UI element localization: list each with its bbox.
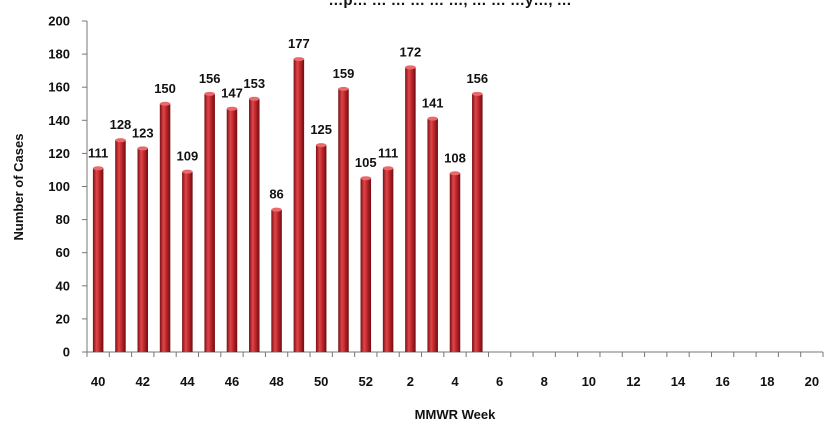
y-tick-label: 100 [48, 179, 70, 194]
bar-cap [159, 101, 171, 106]
data-label: 111 [378, 145, 398, 160]
bar [293, 59, 305, 352]
data-label: 156 [199, 71, 221, 86]
bar [92, 168, 104, 352]
bar [405, 67, 416, 352]
bar-cap [137, 146, 149, 151]
y-tick-label: 180 [48, 47, 70, 62]
bar-cap [226, 106, 238, 111]
y-tick-label: 40 [56, 278, 70, 293]
y-tick-label: 200 [48, 14, 70, 29]
y-tick-label: 0 [63, 345, 70, 360]
data-label: 86 [269, 187, 283, 202]
data-label: 125 [310, 122, 332, 137]
bar [449, 173, 461, 352]
data-label: 123 [132, 125, 154, 140]
bar-cap [249, 96, 260, 101]
x-tick-label: 42 [136, 374, 150, 389]
x-tick-label: 46 [225, 374, 239, 389]
x-tick-label: 12 [626, 374, 640, 389]
x-axis-title: MMWR Week [415, 407, 496, 422]
bar [360, 178, 372, 352]
bar-cap [449, 171, 461, 176]
bar-cap [382, 166, 394, 171]
bar-cap [115, 138, 126, 143]
data-label: 150 [154, 81, 176, 96]
y-tick-label: 80 [56, 212, 70, 227]
chart-title: …p… … … … … …, … … …y…, … [328, 0, 571, 9]
data-label: 172 [400, 44, 422, 59]
data-label: 111 [88, 145, 108, 160]
bar [182, 171, 193, 352]
bar-cap [427, 116, 438, 121]
data-label: 108 [444, 150, 466, 165]
bar-cap [360, 176, 372, 181]
bar [271, 209, 282, 352]
x-tick-label: 20 [805, 374, 819, 389]
data-label: 128 [110, 117, 132, 132]
data-label: 147 [221, 86, 243, 101]
y-tick-label: 140 [48, 113, 70, 128]
data-label: 153 [243, 76, 265, 91]
bar-cap [271, 207, 282, 212]
data-label: 159 [333, 66, 355, 81]
x-tick-label: 2 [407, 374, 414, 389]
bar [382, 168, 394, 352]
x-tick-label: 10 [582, 374, 596, 389]
bar-cap [315, 143, 327, 148]
x-tick-label: 16 [715, 374, 729, 389]
bar-cap [204, 91, 215, 96]
data-label: 105 [355, 155, 377, 170]
x-tick-label: 44 [180, 374, 195, 389]
x-tick-label: 48 [269, 374, 283, 389]
bar-cap [92, 166, 104, 171]
x-tick-label: 50 [314, 374, 328, 389]
x-tick-label: 14 [671, 374, 686, 389]
bar [249, 98, 260, 352]
bar [226, 108, 238, 352]
y-tick-label: 20 [56, 311, 70, 326]
bar [159, 103, 171, 352]
bar [427, 118, 438, 353]
data-label: 109 [177, 149, 199, 164]
bar [472, 93, 483, 352]
x-tick-label: 4 [451, 374, 459, 389]
x-tick-label: 18 [760, 374, 774, 389]
bar-cap [405, 65, 416, 70]
y-axis-title: Number of Cases [11, 134, 26, 241]
bar-cap [293, 57, 305, 62]
y-tick-label: 120 [48, 146, 70, 161]
bar [315, 145, 327, 352]
x-tick-label: 40 [91, 374, 105, 389]
data-label: 141 [422, 96, 444, 111]
y-tick-label: 160 [48, 80, 70, 95]
bar [204, 93, 215, 352]
x-tick-label: 8 [541, 374, 548, 389]
bar [137, 148, 149, 352]
y-tick-label: 60 [56, 245, 70, 260]
bar-cap [472, 91, 483, 96]
bar [115, 140, 126, 352]
x-tick-label: 52 [359, 374, 373, 389]
bar-cap [338, 86, 349, 91]
bar-cap [182, 169, 193, 174]
bar [338, 88, 349, 352]
data-label: 156 [466, 71, 488, 86]
x-tick-label: 6 [496, 374, 503, 389]
data-label: 177 [288, 36, 310, 51]
